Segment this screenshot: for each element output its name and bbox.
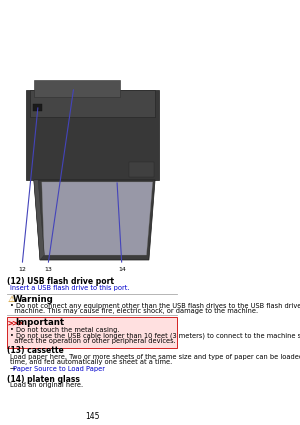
Bar [33, 104, 43, 111]
Text: 13: 13 [44, 267, 52, 272]
Text: • Do not touch the metal casing.: • Do not touch the metal casing. [10, 327, 119, 333]
Polygon shape [26, 90, 159, 180]
Text: • Do not use the USB cable longer than 10 feet (3 meters) to connect to the mach: • Do not use the USB cable longer than 1… [10, 332, 300, 339]
Text: >>>: >>> [8, 318, 24, 327]
Text: Important: Important [15, 318, 64, 327]
Text: Paper Source to Load Paper: Paper Source to Load Paper [13, 366, 105, 372]
Polygon shape [42, 182, 153, 255]
Polygon shape [34, 180, 155, 260]
Text: (13) cassette: (13) cassette [8, 346, 64, 355]
Bar [129, 162, 154, 177]
Text: time, and fed automatically one sheet at a time.: time, and fed automatically one sheet at… [10, 359, 172, 365]
Text: affect the operation of other peripheral devices.: affect the operation of other peripheral… [10, 338, 176, 344]
Text: Load paper here. Two or more sheets of the same size and type of paper can be lo: Load paper here. Two or more sheets of t… [10, 354, 300, 360]
Text: 145: 145 [85, 412, 100, 421]
Text: →: → [10, 366, 17, 372]
Text: Load an original here.: Load an original here. [10, 382, 83, 388]
Text: • Do not connect any equipment other than the USB flash drives to the USB flash : • Do not connect any equipment other tha… [10, 303, 300, 309]
Polygon shape [34, 80, 120, 97]
Text: Warning: Warning [13, 295, 54, 304]
FancyBboxPatch shape [8, 317, 177, 348]
Text: machine. This may cause fire, electric shock, or damage to the machine.: machine. This may cause fire, electric s… [10, 309, 258, 314]
Text: (14) platen glass: (14) platen glass [8, 375, 80, 384]
Text: Insert a USB flash drive to this port.: Insert a USB flash drive to this port. [10, 285, 129, 291]
Text: (12) USB flash drive port: (12) USB flash drive port [8, 277, 114, 286]
Polygon shape [34, 180, 44, 260]
Polygon shape [29, 90, 155, 117]
Text: 12: 12 [18, 267, 26, 272]
Text: ⚠: ⚠ [8, 295, 16, 304]
Text: 14: 14 [118, 267, 126, 272]
